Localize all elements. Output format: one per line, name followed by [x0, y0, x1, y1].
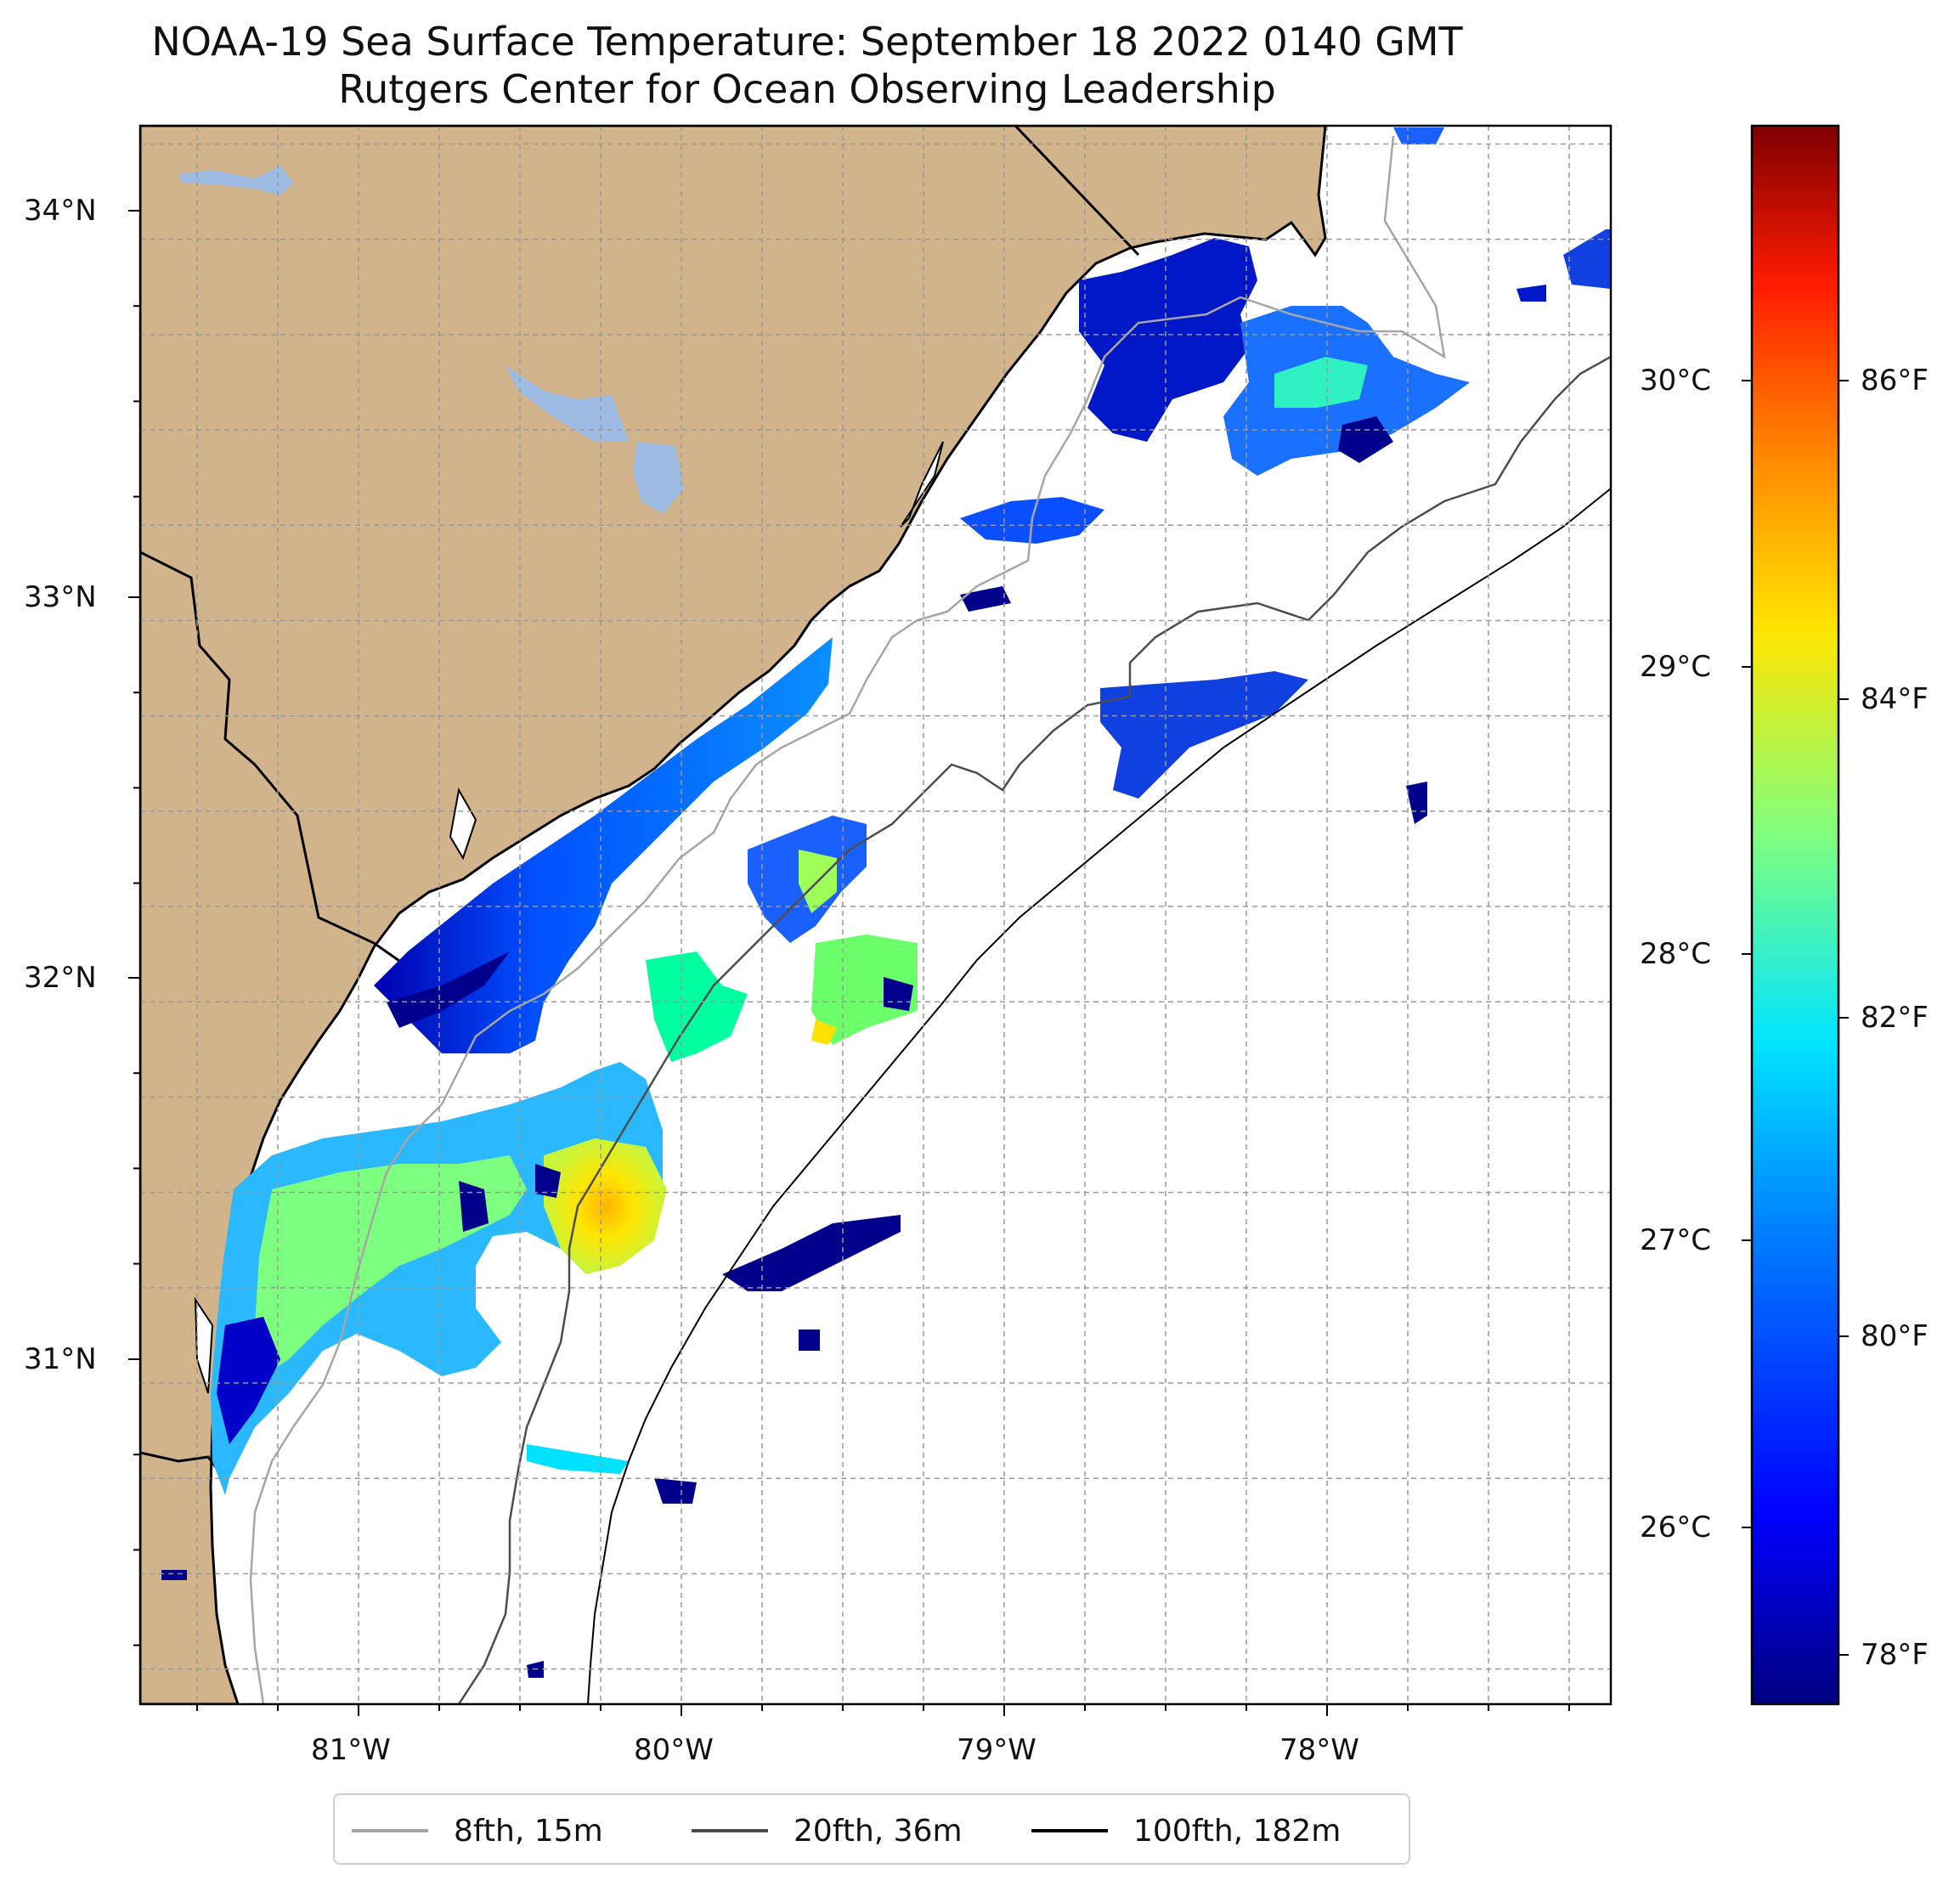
sst-patch	[1079, 238, 1257, 442]
sst-patch	[1563, 229, 1611, 289]
legend-item-8fth: 8fth, 15m	[352, 1810, 603, 1851]
sst-patch	[1274, 357, 1368, 408]
colorbar-fahrenheit-label: 78°F	[1861, 1638, 1929, 1672]
coastal-inlet	[194, 1296, 214, 1394]
lon-tick-label: 78°W	[1279, 1733, 1359, 1767]
sst-patch	[255, 1155, 527, 1376]
state-border	[1014, 126, 1140, 257]
colorbar-celsius-label: 28°C	[1640, 937, 1712, 971]
lon-tick-label: 81°W	[311, 1733, 391, 1767]
legend-label: 20fth, 36m	[794, 1813, 963, 1849]
sst-patch	[1100, 671, 1308, 799]
sst-patch	[799, 1330, 820, 1351]
gridlines	[140, 126, 1611, 1704]
lake	[633, 442, 684, 514]
colorbar-celsius-label: 29°C	[1640, 650, 1712, 684]
isobath-8fth	[249, 135, 1446, 1704]
lat-tick-label: 32°N	[24, 961, 97, 995]
colorbar-celsius-label: 27°C	[1640, 1223, 1712, 1257]
sst-patch	[811, 1019, 837, 1045]
legend-line-light-gray	[352, 1829, 428, 1832]
legend-label: 8fth, 15m	[454, 1813, 603, 1849]
legend-item-20fth: 20fth, 36m	[692, 1810, 963, 1851]
sst-patch	[387, 951, 510, 1028]
sst-patch	[646, 951, 748, 1062]
legend-line-dark-gray	[692, 1829, 768, 1832]
sst-patch	[722, 1215, 901, 1291]
sst-patch	[1406, 782, 1427, 824]
isobath-20fth	[457, 355, 1611, 1704]
colorbar-fahrenheit-label: 86°F	[1861, 364, 1929, 398]
sst-patch	[544, 1138, 667, 1274]
colorbar-ticks	[1742, 380, 1849, 1656]
colorbar-fahrenheit-label: 82°F	[1861, 1001, 1929, 1035]
isobath-100fth	[587, 488, 1611, 1704]
colorbar-celsius-label: 26°C	[1640, 1510, 1712, 1544]
map-area	[140, 126, 1611, 1704]
sst-patch	[1338, 416, 1393, 463]
colorbar-fahrenheit-label: 80°F	[1861, 1319, 1929, 1353]
isobath-legend: 8fth, 15m 20fth, 36m 100fth, 182m	[333, 1793, 1410, 1865]
sst-patch	[811, 934, 918, 1045]
colorbar-fahrenheit-label: 84°F	[1861, 682, 1929, 716]
sst-patch	[217, 1317, 280, 1444]
lake	[178, 166, 293, 195]
lon-tick-label: 79°W	[957, 1733, 1036, 1767]
sst-patch	[1393, 127, 1444, 144]
lat-tick-label: 31°N	[24, 1342, 97, 1376]
legend-label: 100fth, 182m	[1133, 1813, 1341, 1849]
coastal-inlet	[900, 441, 944, 528]
sst-patch	[960, 586, 1011, 612]
map-frame	[138, 124, 1613, 1706]
sst-patch	[535, 1164, 561, 1198]
legend-item-100fth: 100fth, 182m	[1031, 1810, 1341, 1851]
sst-data	[161, 127, 1611, 1678]
colorbar	[1750, 124, 1840, 1706]
coastal-inlet	[449, 788, 477, 861]
lat-tick-label: 34°N	[24, 194, 97, 228]
title-line-2: Rutgers Center for Ocean Observing Leade…	[338, 66, 1276, 112]
axis-tick-marks	[128, 210, 1570, 1716]
sst-patch	[374, 637, 833, 1053]
sst-patch	[459, 1181, 489, 1232]
lon-tick-label: 80°W	[634, 1733, 714, 1767]
sst-patch	[527, 1444, 629, 1474]
sst-patch	[161, 1570, 187, 1580]
colorbar-celsius-label: 30°C	[1640, 364, 1712, 398]
lake	[506, 365, 629, 442]
lat-tick-label: 33°N	[24, 580, 97, 614]
title-line-1: NOAA-19 Sea Surface Temperature: Septemb…	[151, 19, 1463, 65]
sst-patch	[654, 1478, 697, 1504]
legend-line-black	[1031, 1829, 1108, 1832]
sst-patch	[1517, 285, 1546, 302]
river-boundary	[140, 550, 417, 974]
